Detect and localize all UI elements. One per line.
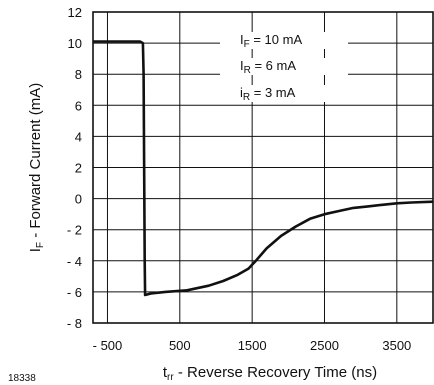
x-tick-label: 2500 [310, 338, 339, 353]
x-title-sub: rr [167, 372, 174, 383]
y-tick-label: 8 [75, 67, 82, 82]
y-title-rest: - Forward Current (mA) [27, 83, 44, 242]
y-tick-label: 6 [75, 98, 82, 113]
y-tick-label: - 8 [67, 316, 82, 331]
series-line [93, 40, 434, 297]
x-title-main: t [163, 364, 168, 381]
legend-entry-background [220, 85, 348, 102]
x-axis-title: trr - Reverse Recovery Time (ns) [163, 364, 377, 383]
plot-frame [92, 11, 434, 324]
y-tick-label: 12 [68, 5, 82, 20]
x-tick-label: 1500 [238, 338, 267, 353]
y-tick-label: - 2 [67, 223, 82, 238]
y-tick-label: 2 [75, 161, 82, 176]
x-tick-label: 3500 [382, 338, 411, 353]
x-tick-label: - 500 [93, 338, 123, 353]
y-tick-labels: 12 10 8 6 4 2 0 - 2 - 4 - 6 - 8 [67, 5, 82, 331]
y-tick-label: 0 [75, 192, 82, 207]
legend-entry-background [220, 32, 348, 49]
y-axis-title: IF - Forward Current (mA) [27, 83, 46, 252]
series-layer [93, 40, 434, 297]
y-title-main: I [27, 248, 44, 252]
y-tick-label: 10 [68, 36, 82, 51]
legend-entry: IR = 6 mA [240, 58, 296, 76]
figure-id: 18338 [8, 373, 36, 384]
legend-entry: IF = 10 mA [240, 32, 302, 50]
y-tick-label: - 6 [67, 285, 82, 300]
y-title-sub: F [35, 242, 46, 248]
x-tick-labels: - 500 500 1500 2500 3500 [93, 338, 412, 353]
y-tick-label: 4 [75, 129, 82, 144]
legend: IF = 10 mA IR = 6 mA iR = 3 mA [220, 32, 348, 103]
x-title-rest: - Reverse Recovery Time (ns) [174, 364, 377, 381]
x-tick-label: 500 [169, 338, 191, 353]
legend-entry-background [220, 58, 348, 75]
legend-entry: iR = 3 mA [240, 85, 296, 103]
y-tick-label: - 4 [67, 254, 82, 269]
